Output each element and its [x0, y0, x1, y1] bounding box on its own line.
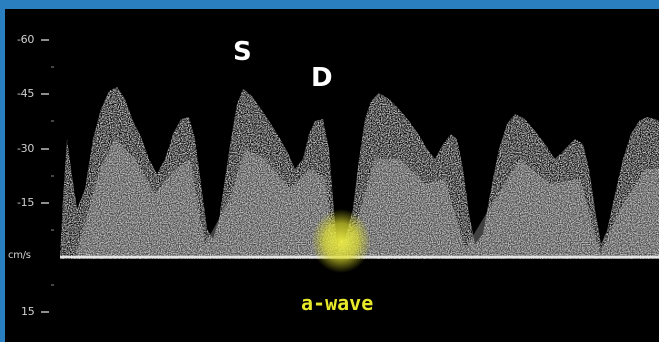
doppler-display: -60 -45 -30 -15 cm/s 15 S D a-wave: [5, 9, 659, 342]
axis-minor-ticks: [51, 66, 54, 286]
tick-label-minus-15: -15: [17, 196, 35, 209]
tick-label-minus-60: -60: [17, 33, 35, 46]
doppler-spectrum: [41, 39, 659, 313]
axis-ticks: [41, 39, 49, 313]
spectral-envelope: [60, 87, 659, 259]
spectral-core: [75, 139, 659, 259]
tick-label-unit: cm/s: [8, 250, 31, 261]
a-wave-label: a-wave: [301, 291, 374, 315]
tick-label-minus-45: -45: [17, 87, 35, 100]
d-wave-label: D: [311, 63, 333, 93]
s-wave-label: S: [233, 37, 252, 67]
tick-label-minus-30: -30: [17, 142, 35, 155]
tick-label-15: 15: [21, 305, 35, 318]
a-wave-highlight: [311, 209, 371, 273]
